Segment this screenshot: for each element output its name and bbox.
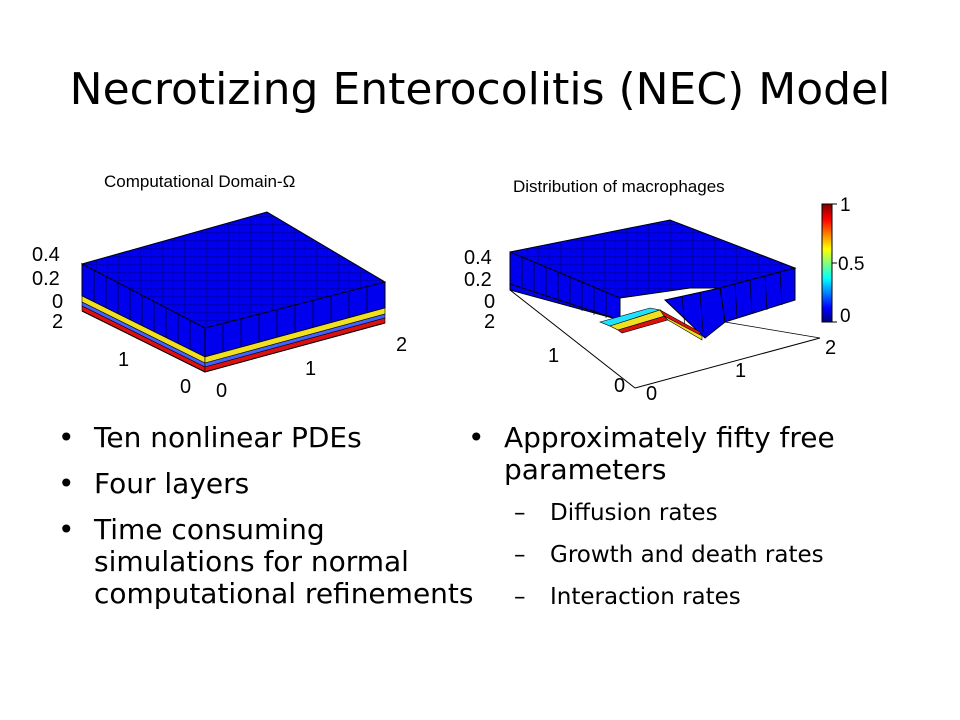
y-axis-line xyxy=(81,310,206,373)
sub-bullet-item: Interaction rates xyxy=(468,584,848,610)
y-axis-line xyxy=(509,289,636,389)
x-tick: 1 xyxy=(735,360,746,382)
left-bullet-list: Ten nonlinear PDEs Four layers Time cons… xyxy=(58,422,478,624)
z-tick: 0.4 xyxy=(464,247,492,269)
slide-title: Necrotizing Enterocolitis (NEC) Model xyxy=(69,64,891,115)
x-tick: 1 xyxy=(305,358,316,380)
z-tick: 0.2 xyxy=(464,269,492,291)
x-tick: 0 xyxy=(216,380,227,402)
x-tick: 2 xyxy=(396,334,407,356)
bullet-item: Ten nonlinear PDEs xyxy=(58,422,478,455)
macrophage-distribution-plot: Distribution of macrophages 0.4 xyxy=(464,177,864,405)
right-bullet-list: Approximately fifty free parameters Diff… xyxy=(468,422,848,626)
y-tick: 2 xyxy=(484,311,495,333)
x-tick: 0 xyxy=(646,383,657,405)
macrophage-distribution-figure: Distribution of macrophages 0.4 xyxy=(450,160,890,410)
colorbar-tick: 0 xyxy=(840,306,851,327)
colorbar xyxy=(821,203,833,323)
z-tick: 0 xyxy=(52,291,63,313)
bullet-item: Time consuming simulations for normal co… xyxy=(58,514,478,610)
sub-bullet-item: Diffusion rates xyxy=(468,500,848,526)
z-tick: 0.4 xyxy=(32,244,60,266)
colorbar-tick: 0.5 xyxy=(838,254,864,275)
y-tick: 0 xyxy=(180,376,191,398)
x-axis-line xyxy=(204,322,386,373)
colorbar-tick: 1 xyxy=(840,195,851,216)
figure-title: Computational Domain-Ω xyxy=(104,172,295,191)
computational-domain-figure: Computational Domain-Ω xyxy=(30,160,450,405)
y-tick: 2 xyxy=(52,311,63,333)
z-tick: 0 xyxy=(484,291,495,313)
y-tick: 1 xyxy=(548,345,559,367)
bullet-item: Four layers xyxy=(58,468,478,501)
y-tick: 1 xyxy=(118,349,129,371)
x-axis-line xyxy=(634,337,821,389)
bullet-item: Approximately fifty free parameters xyxy=(468,422,848,486)
computational-domain-plot: Computational Domain-Ω xyxy=(32,172,407,402)
sub-bullet-item: Growth and death rates xyxy=(468,542,848,568)
figure-title: Distribution of macrophages xyxy=(513,177,725,196)
y-tick: 0 xyxy=(614,375,625,397)
z-tick: 0.2 xyxy=(32,268,60,290)
x-tick: 2 xyxy=(825,337,836,359)
